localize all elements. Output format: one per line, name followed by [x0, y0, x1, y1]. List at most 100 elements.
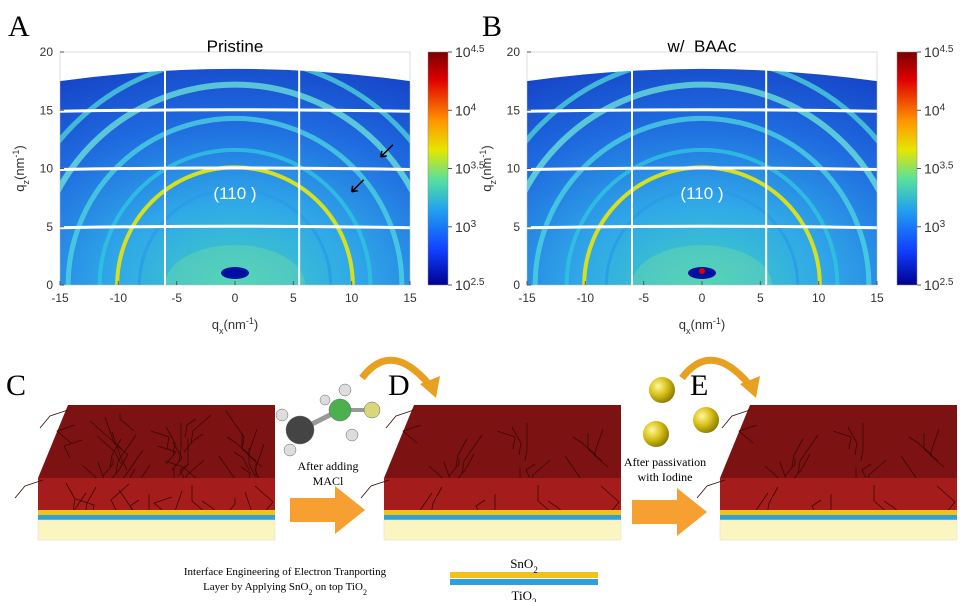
colorbar: [428, 52, 448, 285]
text-part: 10: [455, 102, 471, 118]
figure: APristine(110 )-15-10-505101505101520qx(…: [0, 0, 967, 602]
tio2-layer: [38, 515, 275, 520]
atom: [286, 416, 314, 444]
text-part: 3: [471, 218, 477, 229]
white-line: [527, 110, 877, 112]
x-tick-label: 15: [403, 291, 417, 305]
x-tick-label: 5: [757, 291, 764, 305]
text-part: 2.5: [471, 277, 485, 288]
peak-label: (110 ): [680, 184, 723, 203]
colorbar-label: 102.5: [924, 277, 954, 294]
text-part: 2: [533, 565, 538, 575]
stage-letter: E: [690, 369, 708, 402]
text-part: ): [479, 145, 494, 149]
text-part: 10: [924, 161, 940, 177]
sno2-layer: [720, 510, 957, 515]
text-part: SnO: [510, 556, 533, 571]
atom: [346, 429, 358, 441]
text-part: (nm: [12, 158, 27, 180]
panel-letter: A: [8, 10, 30, 43]
perovskite-stack: [697, 405, 957, 540]
text-part: -1: [713, 316, 721, 326]
colorbar-label: 103: [924, 218, 946, 235]
text-part: 4.5: [471, 44, 485, 55]
text-part: q: [12, 185, 27, 192]
text-part: TiO: [512, 588, 532, 602]
text-part: 3: [940, 218, 946, 229]
colorbar: [897, 52, 917, 285]
iodine: [643, 421, 669, 447]
y-tick-label: 10: [40, 162, 54, 176]
peak-label: (110 ): [213, 184, 256, 203]
text-part: 10: [455, 44, 471, 60]
text-part: q: [479, 185, 494, 192]
y-tick-label: 20: [40, 45, 54, 59]
text-part: 2.5: [940, 277, 954, 288]
text-part: 10: [924, 44, 940, 60]
iodine: [649, 377, 675, 403]
text-part: on top TiO: [312, 581, 362, 593]
y-tick-label: 0: [513, 278, 520, 292]
y-tick-label: 5: [513, 220, 520, 234]
iodine: [693, 407, 719, 433]
text-part: 2: [363, 588, 367, 597]
x-tick-label: -15: [51, 291, 69, 305]
text-part: ): [721, 317, 725, 332]
beamstop: [221, 267, 249, 279]
atom: [276, 409, 288, 421]
text-part: 4: [471, 102, 477, 113]
text-part: (nm: [479, 158, 494, 180]
colorbar-label: 104.5: [924, 44, 954, 61]
white-line: [60, 226, 410, 228]
atom: [320, 395, 330, 405]
perovskite-stack: [15, 405, 275, 540]
x-tick-label: 10: [812, 291, 826, 305]
y-tick-label: 15: [40, 103, 54, 117]
text-part: ): [254, 317, 258, 332]
text-part: 10: [924, 277, 940, 293]
sno2-layer: [384, 510, 621, 515]
step-label: with Iodine: [638, 470, 693, 484]
x-tick-label: 10: [345, 291, 359, 305]
y-tick-label: 5: [46, 220, 53, 234]
x-tick-label: 15: [870, 291, 884, 305]
atom: [329, 399, 351, 421]
substrate: [720, 520, 957, 540]
panel-letter: B: [482, 10, 502, 43]
caption: Layer by Applying SnO2 on top TiO2: [203, 581, 367, 597]
text-part: 4.5: [940, 44, 954, 55]
text-part: q: [679, 317, 686, 332]
stage-letter: D: [388, 369, 410, 402]
x-tick-label: -10: [110, 291, 128, 305]
caption: Interface Engineering of Electron Tranpo…: [184, 566, 387, 578]
y-axis-label: qz(nm-1): [478, 145, 498, 191]
x-tick-label: -10: [577, 291, 595, 305]
colorbar-label: 104: [924, 102, 946, 119]
substrate: [384, 520, 621, 540]
text-part: 10: [455, 161, 471, 177]
front-face: [384, 478, 621, 510]
step-label: After passivation: [624, 455, 706, 469]
atom: [364, 402, 380, 418]
top-face: [38, 405, 275, 478]
atom: [339, 384, 351, 396]
colorbar-label: 102.5: [455, 277, 485, 294]
text-part: 10: [455, 277, 471, 293]
stage-letter: C: [6, 369, 26, 402]
white-line: [60, 110, 410, 112]
text-part: -1: [246, 316, 254, 326]
white-line: [527, 226, 877, 228]
colorbar-label: 104: [455, 102, 477, 119]
x-tick-label: 0: [699, 291, 706, 305]
text-part: 3.5: [940, 160, 954, 171]
white-line: [527, 168, 877, 170]
x-tick-label: -5: [171, 291, 182, 305]
legend-sno2: [450, 572, 598, 578]
x-tick-label: 0: [232, 291, 239, 305]
y-tick-label: 15: [507, 103, 521, 117]
text-part: 10: [455, 219, 471, 235]
panel-title: w/ BAAc: [667, 37, 737, 56]
text-part: 10: [924, 219, 940, 235]
hot-spot: [699, 268, 705, 274]
x-tick-label: -5: [638, 291, 649, 305]
